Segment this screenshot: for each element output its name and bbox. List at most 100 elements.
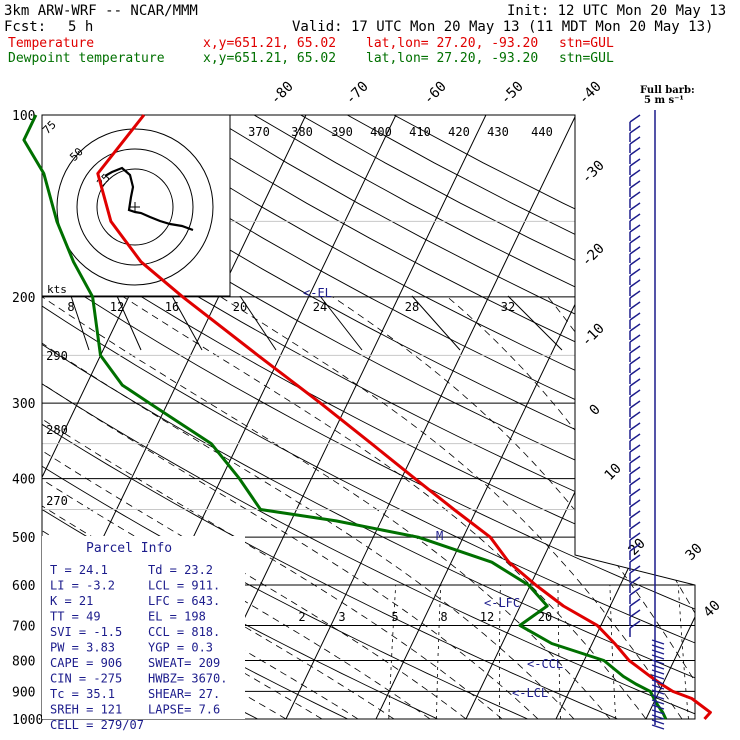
wind-barb [629, 279, 641, 296]
el-marker: <-EL [303, 286, 332, 300]
wind-barb [629, 532, 641, 549]
wind-barb [629, 521, 641, 538]
wind-barb [629, 367, 641, 384]
speed-ray [70, 295, 90, 351]
speed-ray [116, 295, 142, 351]
legend-dewpoint-station: stn=GUL [559, 51, 614, 66]
barb-shaft [629, 378, 641, 387]
speed-label: 16 [165, 300, 179, 314]
wind-barb-low [651, 689, 665, 695]
speed-ray [411, 295, 461, 351]
moist-adiabat [123, 296, 647, 719]
pressure-tick-label: 700 [12, 619, 35, 634]
barb-shaft [629, 620, 641, 629]
wind-barb [629, 598, 641, 615]
speed-ray [319, 295, 363, 351]
barb-shaft [629, 576, 641, 585]
barb-shaft [629, 499, 641, 508]
wind-barb-low [651, 684, 665, 690]
wind-barb-low [651, 669, 665, 675]
wind-barb [629, 477, 641, 494]
parcel-info-left: CAPE = 906 [50, 656, 122, 670]
theta-label: 400 [370, 125, 392, 139]
speed-ray [239, 295, 277, 351]
moist-adiabat [42, 296, 575, 719]
wind-barb [629, 389, 641, 406]
speed-label: 20 [233, 300, 247, 314]
wind-barb-low [651, 674, 665, 680]
pressure-tick-label: 400 [12, 473, 35, 488]
parcel-info-right: Td = 23.2 [148, 563, 213, 577]
pressure-tick-label: 600 [12, 579, 35, 594]
speed-ray [171, 295, 203, 351]
wind-barb-low [651, 719, 665, 725]
isotherm-label: -50 [498, 79, 527, 108]
wind-barb [629, 620, 641, 637]
barb-shaft [629, 455, 641, 464]
pressure-tick-label: 200 [12, 291, 35, 306]
parcel-info-box: Parcel Info T = 24.1 Td = 23.2 LI = -3.2 LCL… [42, 536, 245, 732]
barb-shaft [629, 521, 641, 530]
pressure-tick-label: 100 [12, 109, 35, 124]
wind-barb-low [651, 704, 665, 710]
isotherm-label: -20 [579, 241, 608, 270]
dry-adiabat [347, 115, 695, 719]
barb-shaft [629, 367, 641, 376]
isotherm-label: -60 [421, 79, 450, 108]
isotherm-label: 0 [587, 402, 604, 419]
mixing-ratio-label: 5 [391, 610, 398, 624]
barb-shaft [629, 477, 641, 486]
parcel-info-left: SREH = 121 [50, 703, 122, 717]
barb-shaft [629, 257, 641, 266]
parcel-info-right: LFC = 643. [148, 594, 220, 608]
speed-ray [507, 295, 563, 351]
parcel-info-left: TT = 49 [50, 610, 101, 624]
moist-adiabat [42, 296, 431, 719]
barb-shaft [629, 466, 641, 475]
wind-barbs [629, 110, 665, 730]
wind-barb-low [651, 649, 665, 655]
valid-time: Valid: 17 UTC Mon 20 May 13 (11 MDT Mon … [292, 19, 714, 35]
barb-shaft [629, 356, 641, 365]
parcel-info-right: SWEAT= 209 [148, 656, 220, 670]
speed-label: 32 [501, 300, 515, 314]
wind-barb [629, 554, 641, 571]
isotherm-label: 10 [602, 461, 625, 484]
wind-barb-low [651, 724, 665, 730]
wind-barb [629, 356, 641, 373]
barb-shaft [629, 543, 641, 552]
wind-barb [629, 510, 641, 527]
isotherm-label: -30 [579, 158, 608, 187]
mixing-ratio-line [609, 584, 617, 719]
mixing-ratio-label: 3 [338, 610, 345, 624]
wind-barb [629, 433, 641, 450]
wind-barb [629, 235, 641, 252]
barb-shaft [629, 147, 641, 156]
parcel-info-left: CELL = 279/07 [50, 718, 144, 732]
pressure-tick-label: 1000 [12, 713, 43, 728]
wind-barb [629, 576, 641, 593]
dry-adiabat [300, 115, 695, 719]
isotherm-label: -40 [576, 79, 605, 108]
speed-label: 8 [67, 300, 74, 314]
isotherm-label: 30 [683, 541, 706, 564]
parcel-info-right: EL = 198 [148, 610, 206, 624]
wind-barb [629, 224, 641, 241]
isotherm-label: 20 [626, 536, 649, 559]
hodograph-ring [76, 148, 194, 266]
wind-barb-low [651, 654, 665, 660]
parcel-info-right: CCL = 818. [148, 625, 220, 639]
wind-barb [629, 301, 641, 318]
parcel-info-right: YGP = 0.3 [148, 641, 213, 655]
theta-label: 430 [487, 125, 509, 139]
wind-barb [629, 114, 641, 131]
barb-shaft [629, 411, 641, 420]
barb-shaft [629, 565, 641, 574]
parcel-info-left: LI = -3.2 [50, 579, 115, 593]
speed-label: 24 [313, 300, 327, 314]
isotherm [465, 115, 695, 719]
wind-barb [629, 334, 641, 351]
barb-shaft [629, 191, 641, 200]
barb-shaft [629, 334, 641, 343]
barb-shaft [629, 136, 641, 145]
